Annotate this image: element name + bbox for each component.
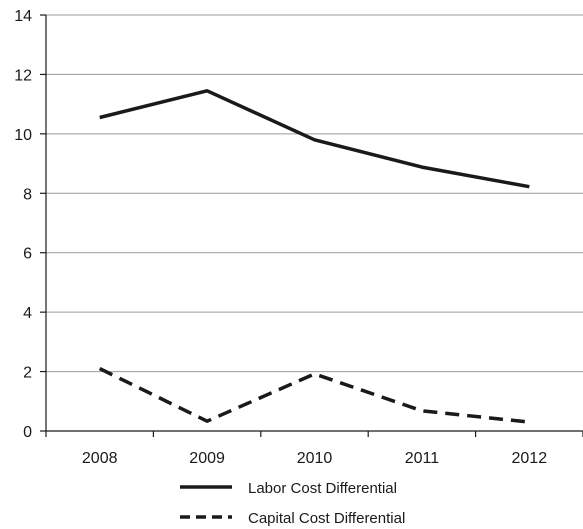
legend: Labor Cost Differential Capital Cost Dif… bbox=[180, 480, 405, 527]
x-tick-label: 2012 bbox=[512, 450, 548, 467]
x-tick-label: 2009 bbox=[189, 450, 225, 467]
y-tick-label: 12 bbox=[14, 67, 32, 84]
series-line-capital bbox=[98, 367, 530, 424]
y-tick-label: 14 bbox=[14, 8, 32, 25]
legend-label-labor: Labor Cost Differential bbox=[248, 480, 397, 497]
x-tick-label: 2010 bbox=[297, 450, 333, 467]
legend-item-labor: Labor Cost Differential bbox=[180, 480, 397, 497]
x-tick-labels: 2008 2009 2010 2011 2012 bbox=[45, 431, 583, 467]
y-tick-labels: 0 2 4 6 8 10 12 14 bbox=[14, 8, 46, 441]
y-tick-label: 6 bbox=[23, 246, 32, 263]
legend-label-capital: Capital Cost Differential bbox=[248, 510, 405, 527]
x-tick-label: 2011 bbox=[405, 450, 440, 467]
y-tick-label: 8 bbox=[23, 186, 32, 203]
y-tick-label: 2 bbox=[23, 365, 32, 382]
y-tick-label: 10 bbox=[14, 127, 32, 144]
x-tick-label: 2008 bbox=[82, 450, 118, 467]
series-line-labor bbox=[99, 89, 530, 189]
axes bbox=[45, 15, 583, 432]
legend-item-capital: Capital Cost Differential bbox=[180, 510, 405, 527]
series-lines bbox=[98, 89, 530, 424]
gridlines bbox=[46, 14, 583, 373]
y-tick-label: 4 bbox=[23, 305, 32, 322]
y-tick-label: 0 bbox=[23, 424, 32, 441]
